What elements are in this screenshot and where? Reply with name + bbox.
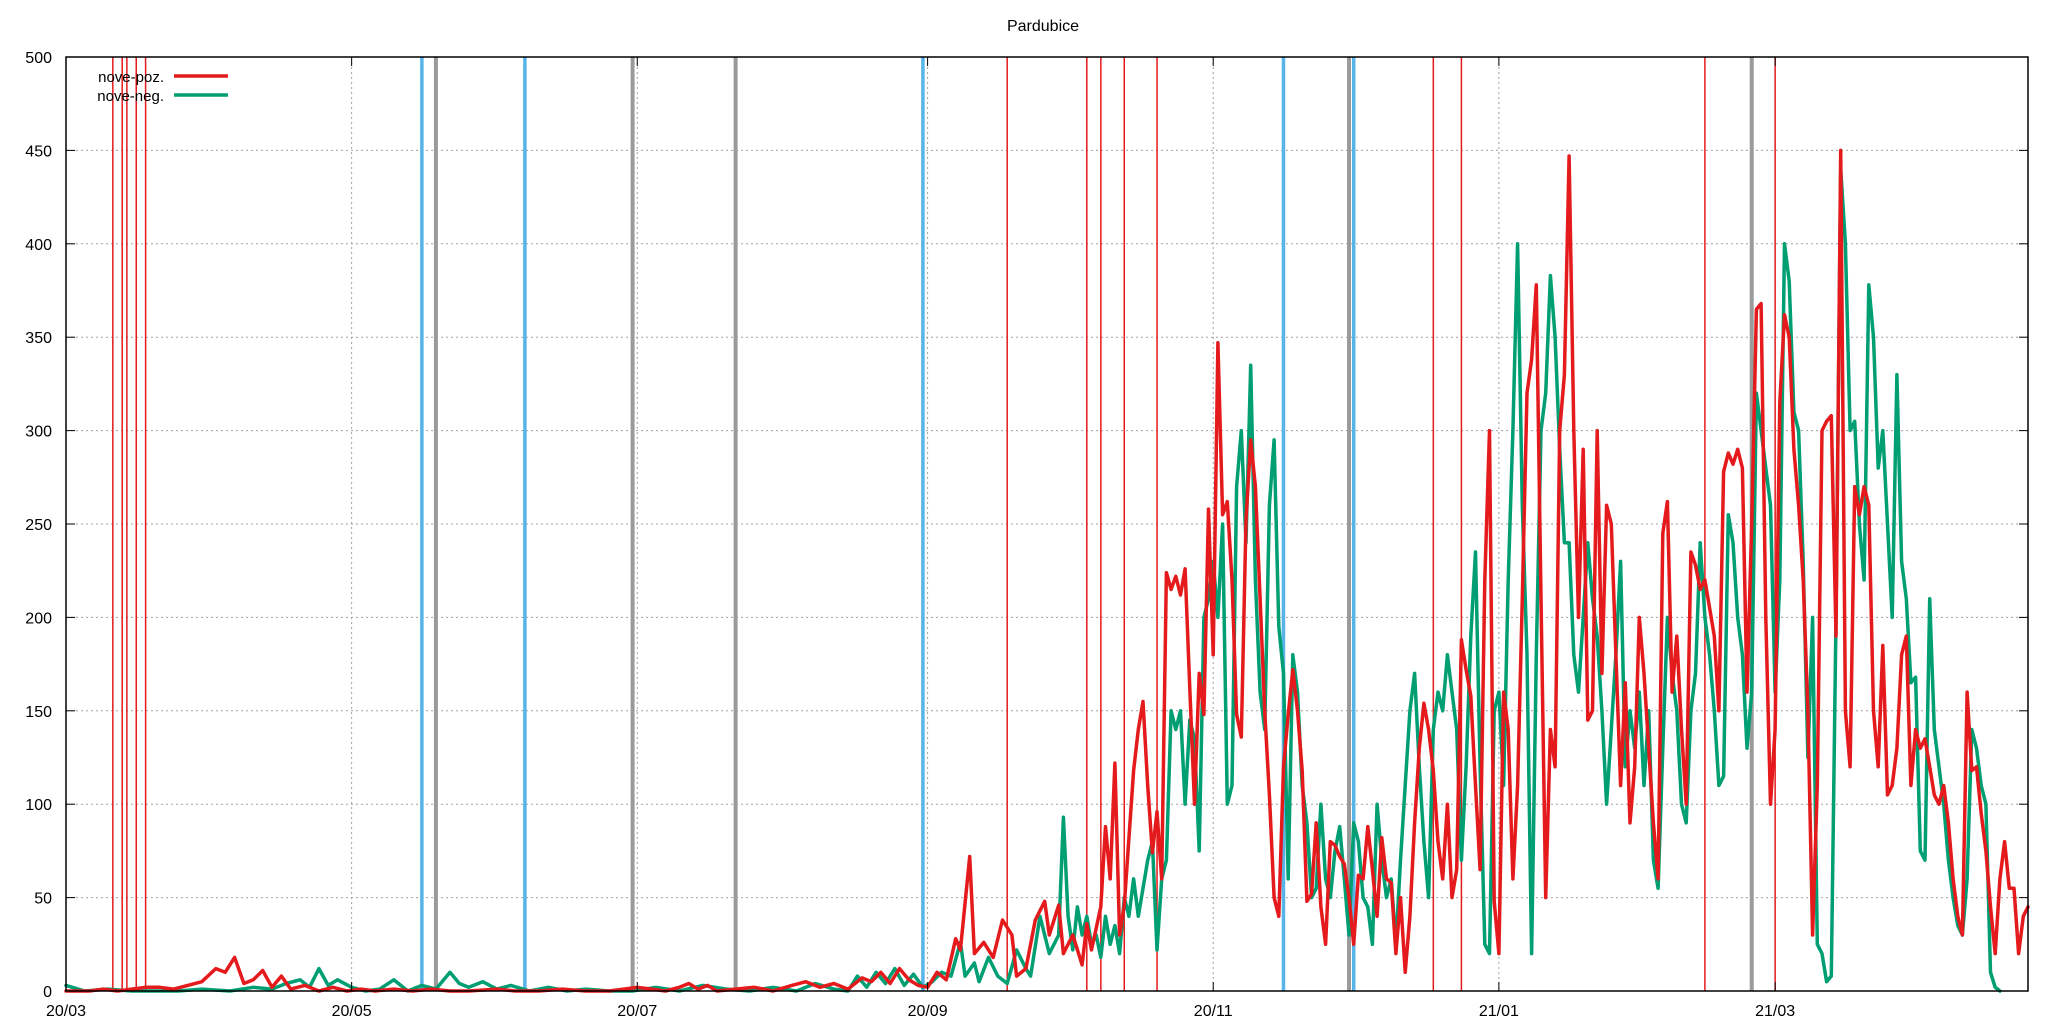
event-lines [112,57,1776,991]
series-line-nove-poz [64,148,2030,993]
x-tick-label: 20/07 [617,1003,657,1020]
legend-label: nove-neg. [97,88,164,105]
x-axis: 20/03 20/05 20/07 20/09 20/11 21/01 21/03 [46,57,1795,1020]
x-tick-label: 20/11 [1194,1003,1233,1020]
y-tick-label: 500 [25,50,52,67]
legend-label: nove-poz. [98,69,164,86]
y-tick-label: 250 [25,517,52,534]
x-tick-label: 20/03 [46,1003,86,1020]
series-line-nove-neg [64,167,2002,993]
y-tick-label: 50 [34,891,52,908]
y-tick-label: 350 [25,330,52,347]
y-tick-label: 100 [25,797,52,814]
series-lines [64,148,2030,993]
y-tick-label: 400 [25,237,52,254]
y-tick-label: 450 [25,143,52,160]
x-tick-label: 21/03 [1755,1003,1795,1020]
y-tick-label: 0 [43,984,52,1001]
chart-title: Pardubice [1007,18,1079,35]
x-tick-label: 21/01 [1479,1003,1519,1020]
y-tick-label: 150 [25,704,52,721]
y-axis: 0 50 100 150 200 250 300 350 400 450 500 [25,50,2028,1001]
y-tick-label: 200 [25,610,52,627]
x-tick-label: 20/05 [332,1003,372,1020]
legend: nove-poz. nove-neg. [97,69,228,105]
y-tick-label: 300 [25,424,52,441]
x-tick-label: 20/09 [908,1003,948,1020]
